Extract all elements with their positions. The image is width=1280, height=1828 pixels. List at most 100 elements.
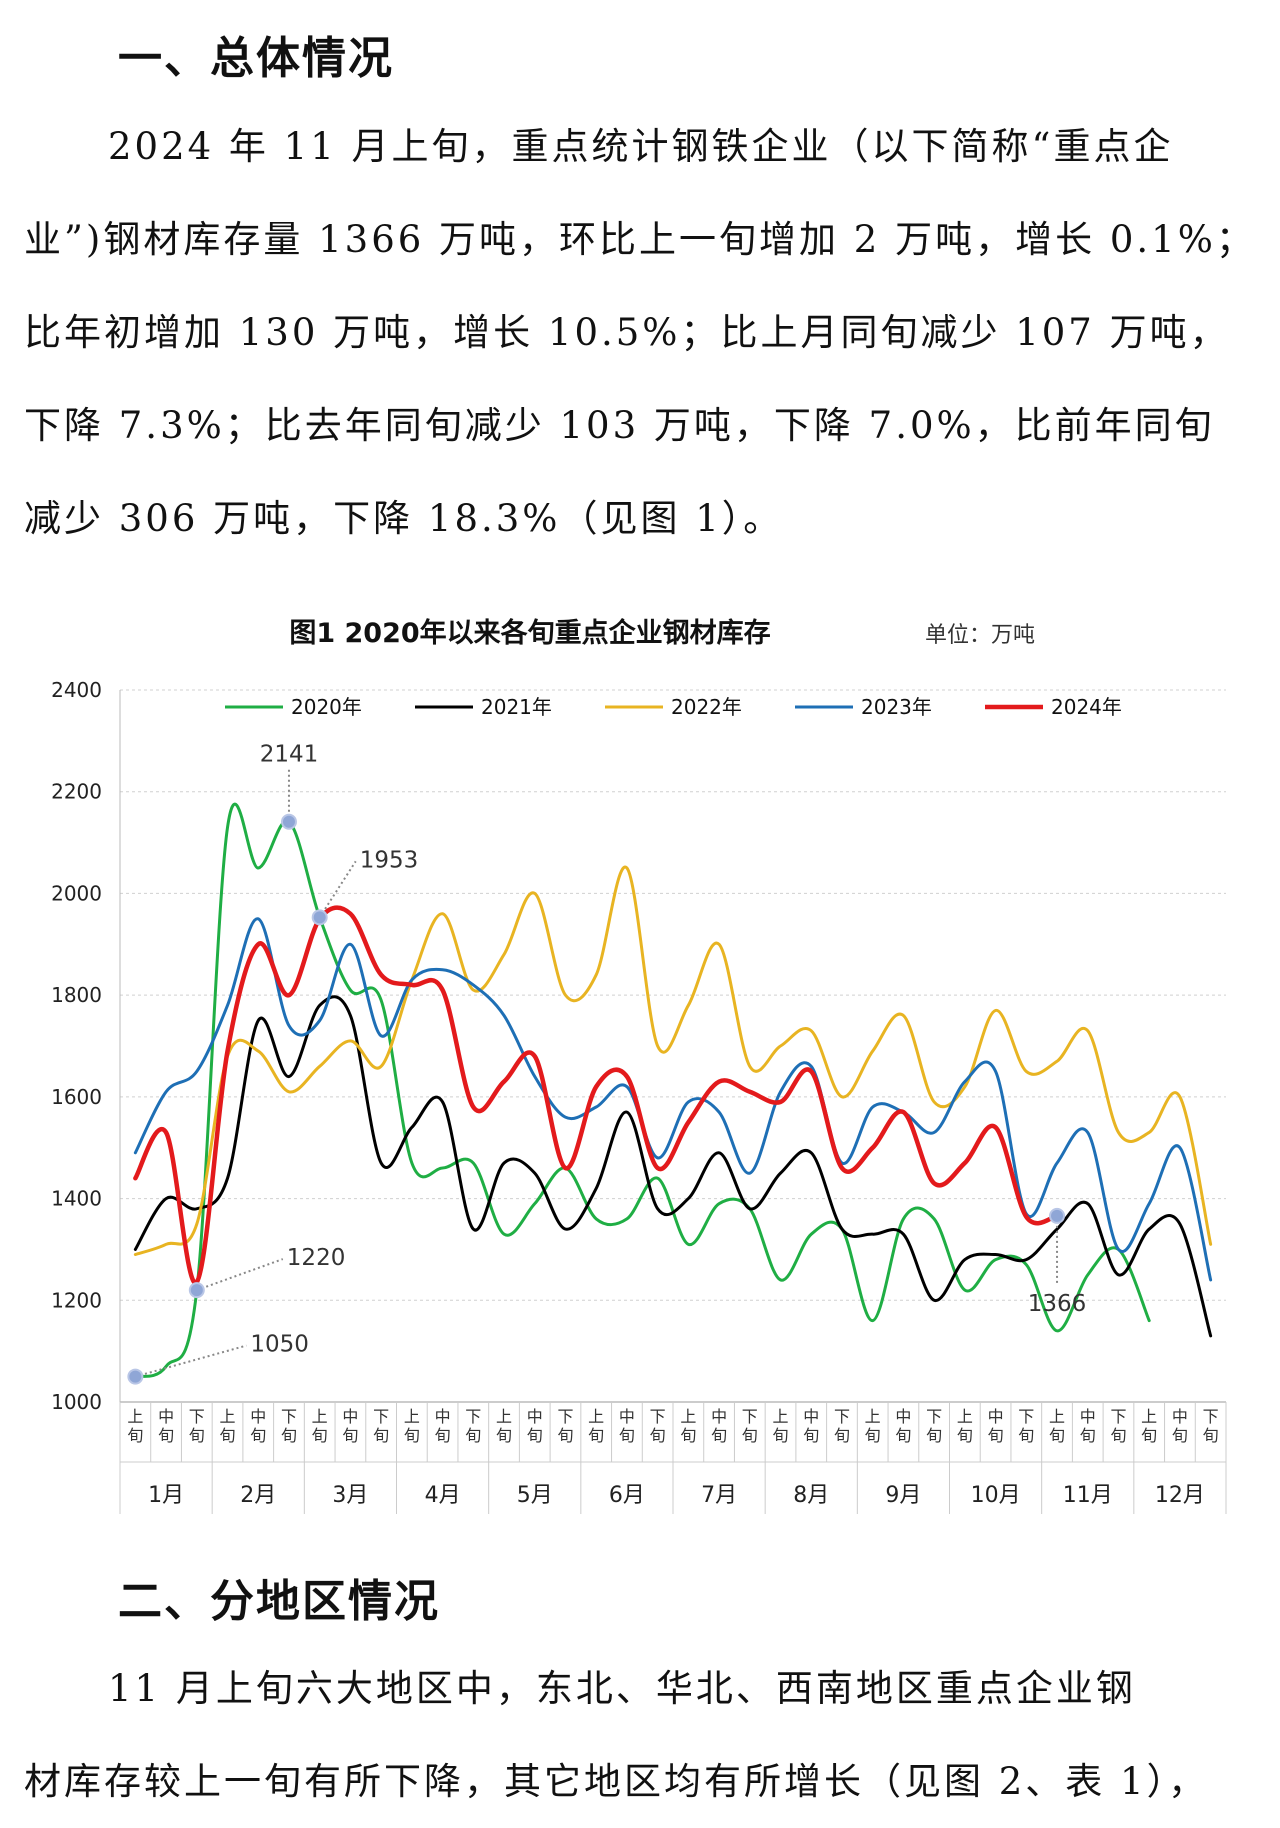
period-label: 旬 <box>803 1426 819 1445</box>
annotation-label: 2141 <box>260 742 319 768</box>
period-label: 旬 <box>1049 1426 1065 1445</box>
period-label: 旬 <box>895 1426 911 1445</box>
period-label: 旬 <box>1018 1426 1034 1445</box>
period-label: 旬 <box>342 1426 358 1445</box>
period-label: 中 <box>1172 1407 1188 1426</box>
annotation-label: 1953 <box>360 847 419 873</box>
period-label: 中 <box>527 1407 543 1426</box>
chart-svg: 图1 2020年以来各旬重点企业钢材库存 单位：万吨 1000 1200 1400 160… <box>51 617 1227 1514</box>
y-tick-label: 1600 <box>51 1085 102 1109</box>
para-line: 11 月上旬六大地区中，东北、华北、西南地区重点企业钢 <box>108 1667 1136 1710</box>
y-tick-label: 1000 <box>51 1390 102 1414</box>
period-label: 旬 <box>127 1426 143 1445</box>
period-label: 旬 <box>557 1426 573 1445</box>
legend-label: 2022年 <box>671 695 742 719</box>
period-label: 上 <box>127 1407 143 1426</box>
period-label: 旬 <box>865 1426 881 1445</box>
period-label: 上 <box>588 1407 604 1426</box>
annotation-label: 1050 <box>250 1332 309 1358</box>
month-label: 10月 <box>971 1483 1021 1508</box>
legend-label: 2021年 <box>481 695 552 719</box>
month-label: 1月 <box>148 1483 184 1508</box>
period-label: 下 <box>189 1407 205 1426</box>
period-label: 下 <box>281 1407 297 1426</box>
period-label: 下 <box>373 1407 389 1426</box>
period-label: 旬 <box>650 1426 666 1445</box>
period-label: 上 <box>957 1407 973 1426</box>
period-label: 中 <box>435 1407 451 1426</box>
period-label: 旬 <box>220 1426 236 1445</box>
stock-chart: 图1 2020年以来各旬重点企业钢材库存 单位：万吨 1000 1200 1400 160… <box>0 590 1280 1540</box>
period-label: 旬 <box>189 1426 205 1445</box>
series-line-2024年 <box>133 905 1060 1285</box>
annotation-marker <box>1049 1207 1066 1224</box>
period-label: 旬 <box>527 1426 543 1445</box>
period-label: 旬 <box>926 1426 942 1445</box>
period-label: 旬 <box>312 1426 328 1445</box>
period-label: 旬 <box>250 1426 266 1445</box>
series-line-2023年 <box>133 917 1213 1282</box>
period-label: 旬 <box>435 1426 451 1445</box>
period-label: 下 <box>465 1407 481 1426</box>
period-label: 上 <box>773 1407 789 1426</box>
para-line: 业”)钢材库存量 1366 万吨，环比上一旬增加 2 万吨，增长 0.1%； <box>24 218 1256 261</box>
month-label: 5月 <box>517 1483 553 1508</box>
section1-paragraph: 2024 年 11 月上旬，重点统计钢铁企业（以下简称“重点企 业”)钢材库存量… <box>24 100 1260 565</box>
period-label: 上 <box>1141 1407 1157 1426</box>
month-label: 8月 <box>793 1483 829 1508</box>
series-line-2021年 <box>133 995 1213 1338</box>
period-label: 中 <box>250 1407 266 1426</box>
y-tick-label: 2000 <box>51 881 102 905</box>
chart-unit: 单位：万吨 <box>925 623 1035 648</box>
period-label: 上 <box>680 1407 696 1426</box>
annotation-marker <box>127 1368 144 1385</box>
month-label: 2月 <box>240 1483 276 1508</box>
period-label: 上 <box>865 1407 881 1426</box>
series-line-2020年 <box>133 802 1151 1379</box>
annotation-leader <box>196 1258 284 1292</box>
period-label: 旬 <box>834 1426 850 1445</box>
period-label: 下 <box>926 1407 942 1426</box>
period-label: 旬 <box>988 1426 1004 1445</box>
section1-heading: 一、总体情况 <box>118 33 394 84</box>
period-label: 旬 <box>1141 1426 1157 1445</box>
period-label: 旬 <box>711 1426 727 1445</box>
month-label: 6月 <box>609 1483 645 1508</box>
period-label: 旬 <box>465 1426 481 1445</box>
period-label: 上 <box>496 1407 512 1426</box>
annotation-leader <box>318 860 357 918</box>
period-label: 中 <box>1080 1407 1096 1426</box>
chart-title: 图1 2020年以来各旬重点企业钢材库存 <box>289 617 770 649</box>
annotation-marker <box>311 909 328 926</box>
period-label: 旬 <box>404 1426 420 1445</box>
para-line: 材库存较上一旬有所下降，其它地区均有所增长（见图 2、表 1）， <box>24 1760 1209 1803</box>
period-label: 中 <box>158 1407 174 1426</box>
period-label: 中 <box>619 1407 635 1426</box>
period-label: 下 <box>742 1407 758 1426</box>
period-label: 中 <box>342 1407 358 1426</box>
annotation-marker <box>280 813 297 830</box>
para-line: 减少 306 万吨，下降 18.3%（见图 1）。 <box>24 497 784 540</box>
y-tick-label: 2200 <box>51 780 102 804</box>
period-label: 上 <box>1049 1407 1065 1426</box>
period-label: 旬 <box>496 1426 512 1445</box>
period-label: 下 <box>1203 1407 1219 1426</box>
period-label: 中 <box>711 1407 727 1426</box>
period-label: 旬 <box>619 1426 635 1445</box>
period-label: 上 <box>312 1407 328 1426</box>
annotation-marker <box>188 1282 205 1299</box>
legend-label: 2020年 <box>291 695 362 719</box>
month-label: 4月 <box>425 1483 461 1508</box>
legend-label: 2023年 <box>861 695 932 719</box>
period-label: 中 <box>988 1407 1004 1426</box>
period-label: 上 <box>404 1407 420 1426</box>
period-label: 下 <box>557 1407 573 1426</box>
legend-label: 2024年 <box>1051 695 1122 719</box>
period-label: 中 <box>803 1407 819 1426</box>
period-label: 旬 <box>1110 1426 1126 1445</box>
section2-heading: 二、分地区情况 <box>118 1576 440 1627</box>
period-label: 旬 <box>680 1426 696 1445</box>
period-label: 旬 <box>158 1426 174 1445</box>
y-tick-label: 1400 <box>51 1187 102 1211</box>
period-label: 下 <box>1110 1407 1126 1426</box>
